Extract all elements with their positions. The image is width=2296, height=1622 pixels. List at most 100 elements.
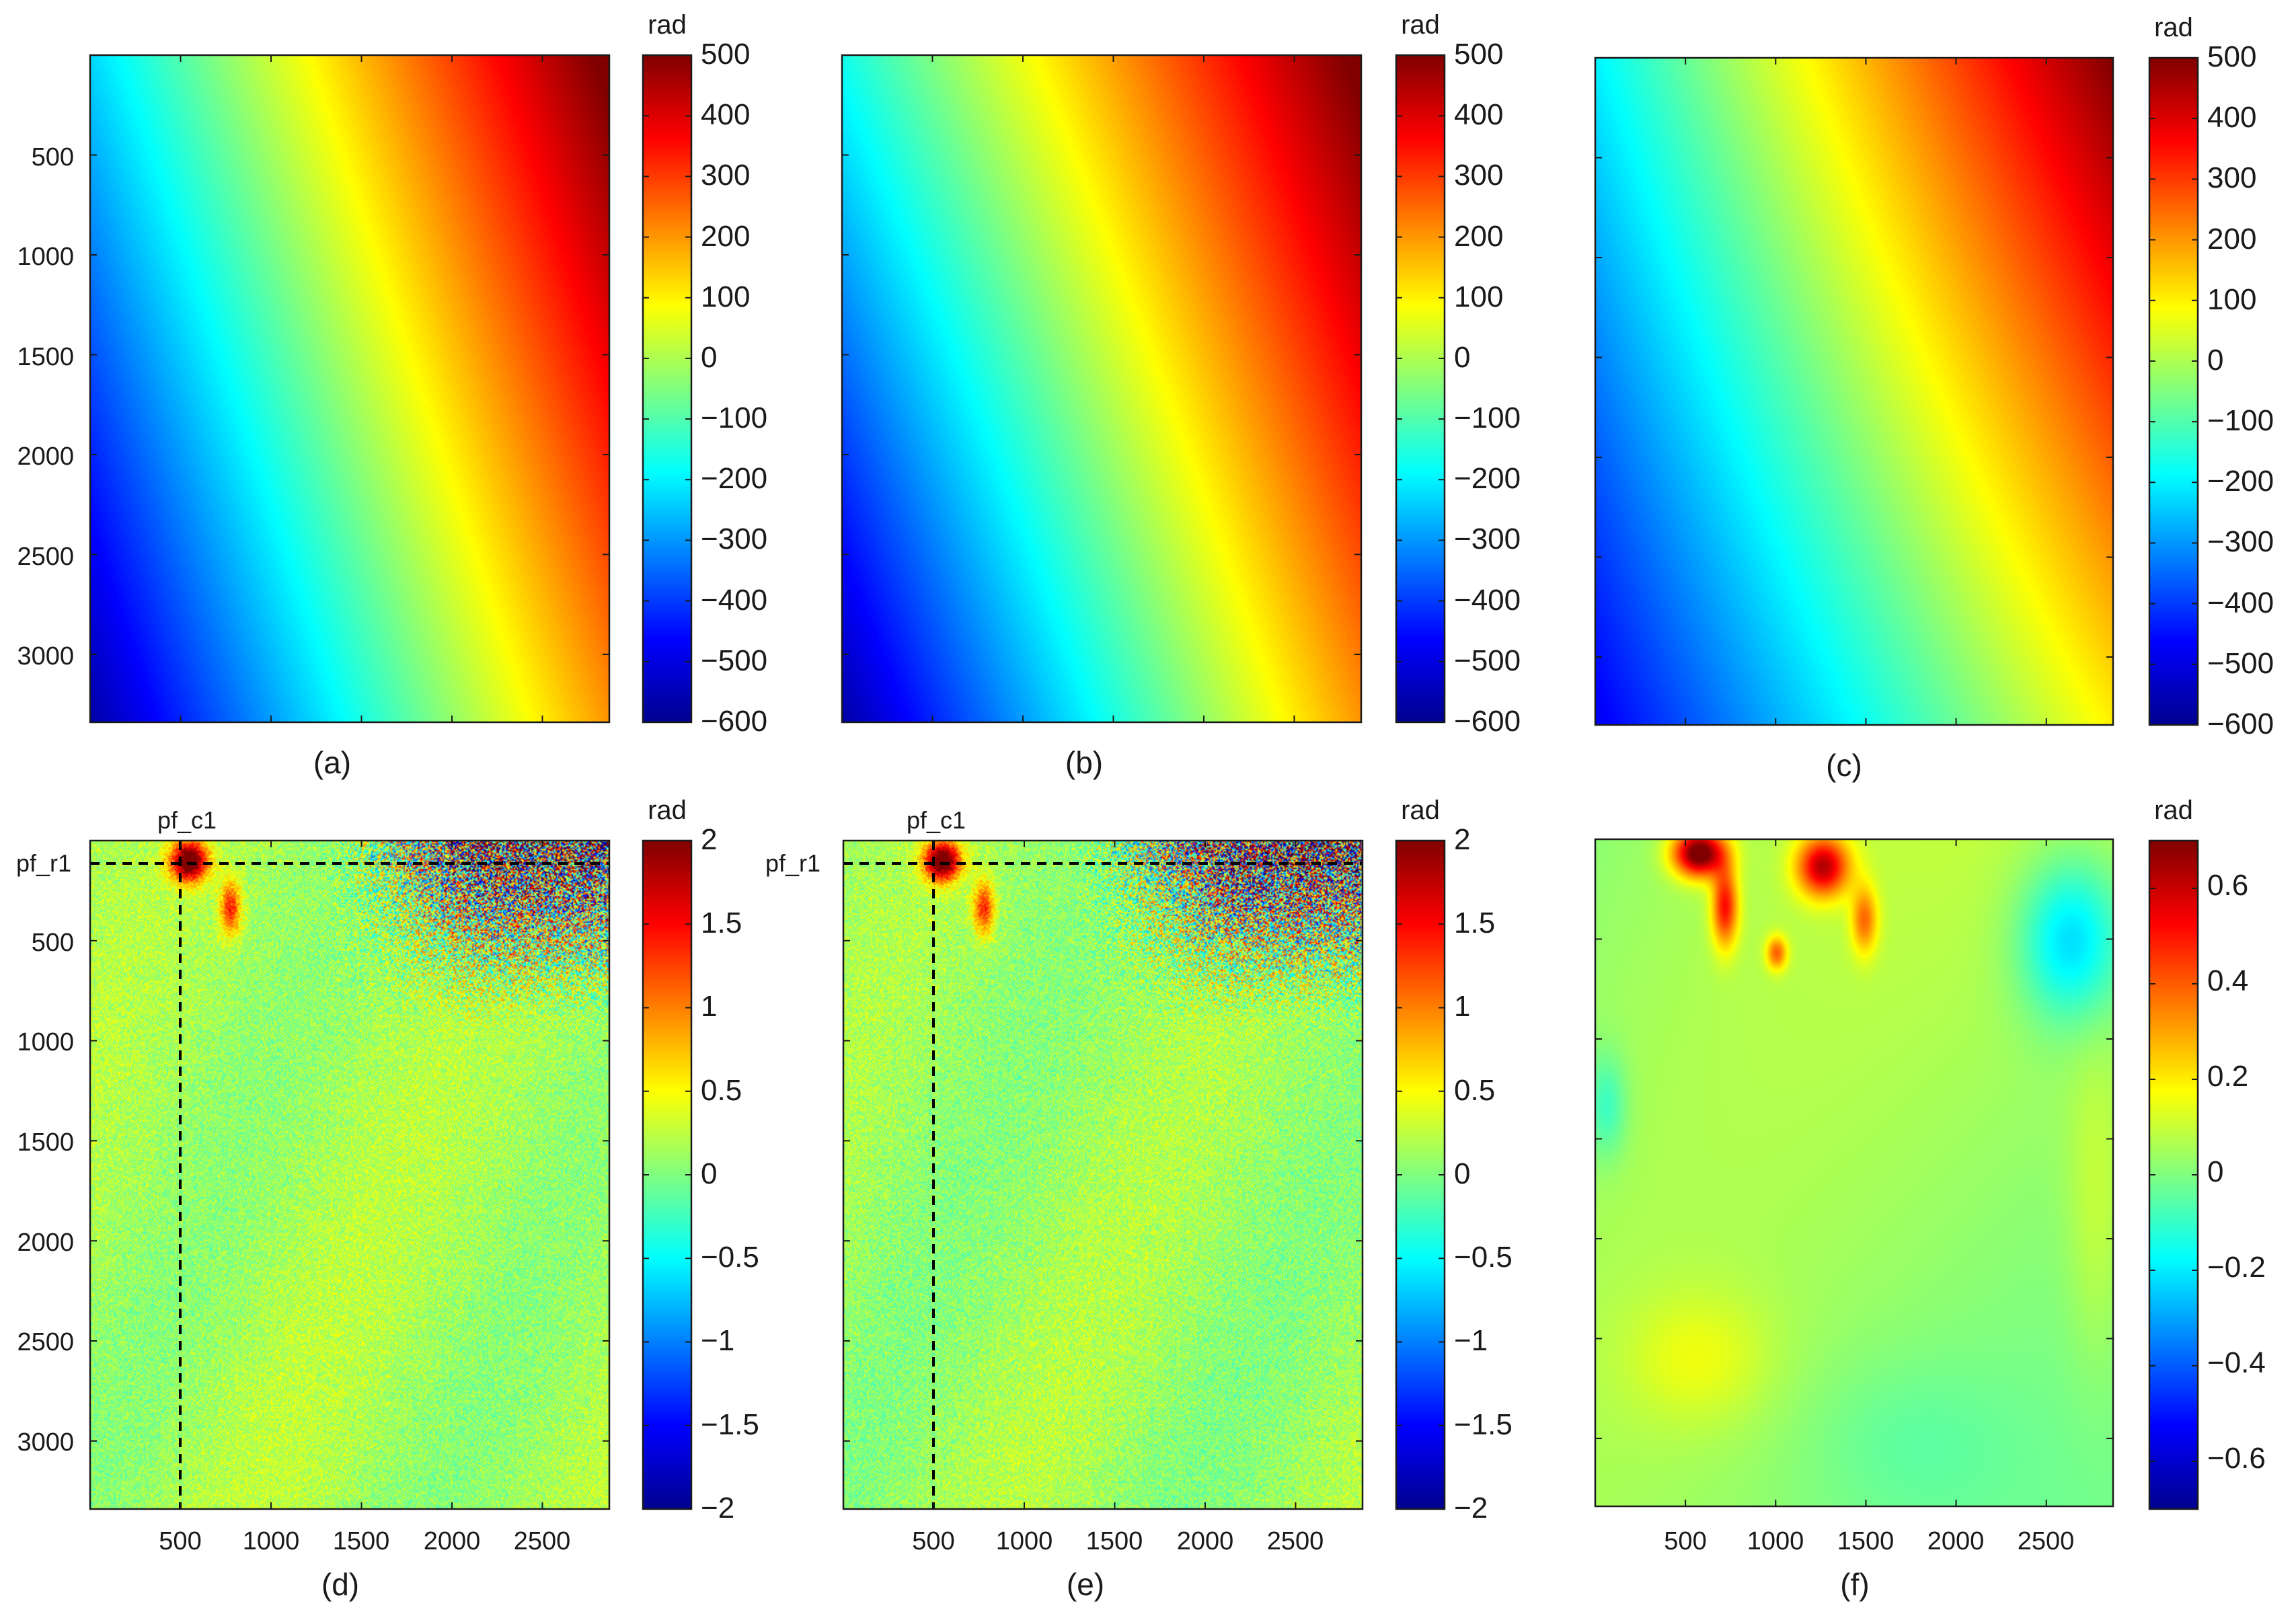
colorbar-tick-label: −300 (701, 523, 767, 555)
colorbar-tick-label: −500 (701, 644, 767, 677)
colorbar-tick-label: −200 (701, 462, 767, 495)
x-tick-labels: 500 1000 1500 2000 2500 (1664, 1527, 2074, 1555)
colorbar-tick-label: −2 (701, 1492, 734, 1524)
panel-caption: (b) (1065, 745, 1103, 780)
colorbar-label: rad (648, 10, 687, 40)
colorbar-ticks (643, 840, 691, 1510)
colorbar-ticks (2149, 888, 2198, 1462)
colorbar-label: rad (1401, 10, 1440, 40)
y-tick-label: 2500 (17, 543, 74, 571)
colorbar-tick-label: 0.5 (1454, 1074, 1495, 1107)
x-tick-label: 1500 (333, 1527, 390, 1555)
colorbar-tick-labels: 500 400 300 200 100 0 −100 −200 −300 −40… (701, 38, 767, 738)
colorbar-tick-label: 0.5 (701, 1074, 742, 1107)
colorbar-tick-label: 2 (1454, 823, 1470, 856)
colorbar-tick-label: −200 (2207, 465, 2274, 498)
colorbar-tick-label: 1.5 (1454, 906, 1495, 939)
colorbar-tick-label: −0.4 (2207, 1346, 2266, 1379)
panel-caption: (c) (1826, 748, 1862, 783)
profile-row-label: pf_r1 (765, 849, 820, 877)
y-tick-label: 500 (32, 929, 74, 957)
y-tick-label: 1000 (17, 1028, 74, 1056)
axes-ticks (843, 841, 1363, 1509)
x-tick-labels: 500 1000 1500 2000 2500 (159, 1527, 570, 1555)
colorbar (642, 54, 693, 724)
colorbar-tick-label: −1.5 (701, 1408, 759, 1441)
colorbar-tick-label: −600 (701, 705, 767, 738)
colorbar-tick-label: 300 (2207, 161, 2256, 194)
x-tick-label: 2500 (1267, 1527, 1324, 1555)
panel-d: pf_r1 pf_c1 500 1000 1500 2000 2500 3000… (16, 796, 759, 1602)
colorbar-tick-label: −0.5 (701, 1241, 759, 1274)
colorbar-tick-label: −500 (1454, 644, 1521, 677)
axes-frame (89, 54, 611, 724)
colorbar (2148, 56, 2199, 726)
colorbar-tick-label: −500 (2207, 647, 2274, 680)
profile-row-label: pf_r1 (16, 849, 71, 877)
panel-caption: (f) (1840, 1567, 1869, 1602)
colorbar-tick-label: 0 (701, 341, 717, 374)
colorbar-tick-label: 0 (701, 1157, 717, 1190)
colorbar-tick-label: 200 (2207, 223, 2256, 256)
colorbar-tick-label: 2 (701, 823, 717, 856)
heatmap-image (843, 841, 1363, 1509)
x-tick-label: 2000 (1927, 1527, 1985, 1555)
colorbar-tick-label: 1 (701, 990, 717, 1023)
colorbar-label: rad (2154, 796, 2193, 825)
x-tick-label: 1500 (1086, 1527, 1143, 1555)
colorbar-tick-label: 200 (701, 220, 750, 253)
colorbar-tick-label: −0.6 (2207, 1442, 2266, 1475)
colorbar-tick-labels: 500 400 300 200 100 0 −100 −200 −300 −40… (1454, 38, 1521, 738)
colorbar-tick-label: 1.5 (701, 906, 742, 939)
colorbar-tick-label: −0.2 (2207, 1251, 2266, 1284)
y-tick-label: 1500 (17, 1128, 74, 1157)
axes-frame (1594, 56, 2114, 726)
colorbar-tick-label: 1 (1454, 990, 1470, 1023)
colorbar-ticks (643, 54, 691, 723)
colorbar-tick-label: 0 (1454, 341, 1470, 374)
x-tick-label: 500 (1664, 1527, 1706, 1555)
colorbar-label: rad (2154, 13, 2193, 42)
colorbar (2148, 839, 2199, 1510)
heatmap-image (90, 55, 609, 722)
x-tick-label: 1000 (1747, 1527, 1804, 1555)
colorbar-tick-labels: 500 400 300 200 100 0 −100 −200 −300 −40… (2207, 40, 2274, 740)
x-tick-label: 2500 (514, 1527, 571, 1555)
colorbar-tick-label: 200 (1454, 220, 1503, 253)
colorbar-ticks (1396, 54, 1445, 723)
colorbar-tick-label: 500 (1454, 38, 1503, 71)
colorbar-tick-labels: 0.6 0.4 0.2 0 −0.2 −0.4 −0.6 (2207, 869, 2266, 1475)
panel-f: 500 1000 1500 2000 2500 rad 0.6 0.4 0.2 … (1594, 796, 2266, 1602)
x-tick-label: 1000 (996, 1527, 1053, 1555)
axes-frame (841, 54, 1363, 724)
colorbar-tick-label: −1 (701, 1324, 734, 1357)
heatmap-image (1595, 58, 2113, 725)
colorbar-tick-label: −600 (1454, 705, 1521, 738)
y-tick-label: 2000 (17, 1229, 74, 1257)
colorbar-tick-label: 0 (1454, 1157, 1470, 1190)
panel-c: rad 500 400 300 200 100 0 −100 −200 −300… (1594, 13, 2274, 783)
axes-ticks (90, 841, 609, 1509)
colorbar-tick-label: 400 (1454, 98, 1503, 131)
colorbar-tick-label: 100 (1454, 280, 1503, 313)
colorbar-ticks (1396, 840, 1445, 1510)
y-tick-label: 500 (32, 143, 74, 171)
colorbar-tick-label: −2 (1454, 1492, 1488, 1524)
profile-col-label: pf_c1 (157, 806, 217, 834)
panel-e: pf_r1 pf_c1 500 1000 1500 2000 2500 rad … (765, 796, 1513, 1602)
colorbar-tick-labels: 2 1.5 1 0.5 0 −0.5 −1 −1.5 −2 (701, 823, 759, 1524)
x-tick-label: 2500 (2018, 1527, 2075, 1555)
colorbar-tick-label: 500 (2207, 40, 2256, 73)
axes-ticks (90, 55, 609, 722)
colorbar-label: rad (1401, 796, 1440, 825)
colorbar-tick-label: −0.5 (1454, 1241, 1513, 1274)
colorbar (1395, 839, 1446, 1510)
colorbar (642, 839, 693, 1510)
colorbar-tick-label: −600 (2207, 707, 2274, 740)
colorbar-tick-label: −1.5 (1454, 1408, 1513, 1441)
heatmap-image (1595, 839, 2113, 1506)
colorbar-label: rad (648, 796, 687, 825)
colorbar-tick-label: −100 (701, 401, 767, 434)
y-tick-label: 2000 (17, 442, 74, 471)
